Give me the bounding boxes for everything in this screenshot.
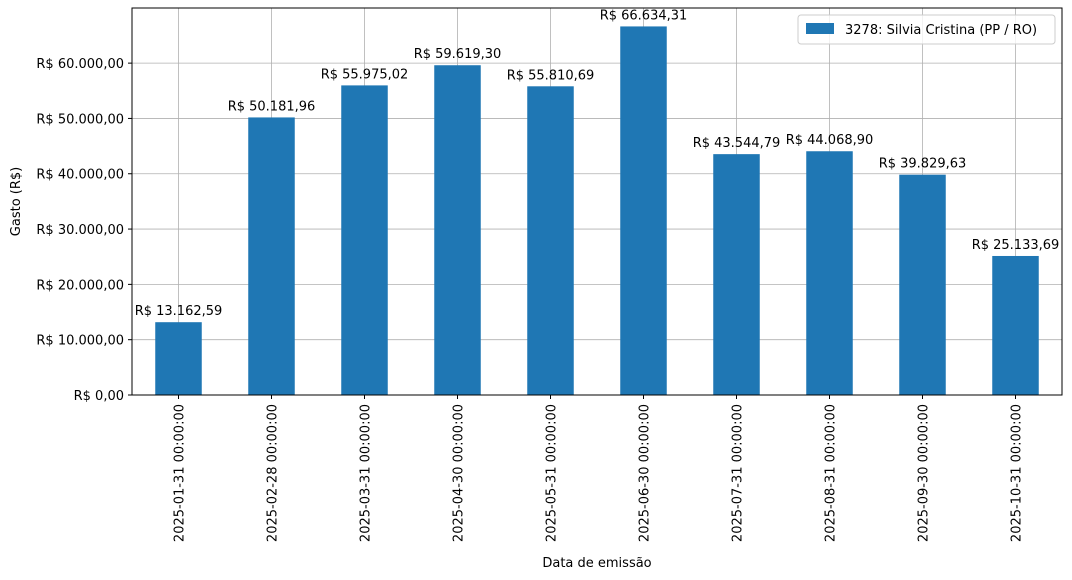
x-tick-label: 2025-04-30 00:00:00 bbox=[452, 404, 467, 542]
y-axis-ticks: R$ 0,00 R$ 10.000,00 R$ 20.000,00 R$ 30.000… bbox=[36, 57, 132, 404]
y-tick-label: R$ 60.000,00 bbox=[36, 57, 124, 72]
x-tick-label: 2025-08-31 00:00:00 bbox=[824, 404, 839, 542]
y-axis-title: Gasto (R$) bbox=[9, 167, 24, 236]
bar-data-label: R$ 55.975,02 bbox=[321, 67, 409, 82]
bar-data-label: R$ 66.634,31 bbox=[600, 8, 688, 23]
legend-label: 3278: Silvia Cristina (PP / RO) bbox=[845, 23, 1037, 38]
bar-data-label: R$ 13.162,59 bbox=[135, 304, 223, 319]
y-tick-label: R$ 30.000,00 bbox=[36, 223, 124, 238]
bar-data-label: R$ 25.133,69 bbox=[972, 238, 1060, 253]
bar bbox=[713, 154, 760, 395]
x-tick-label: 2025-07-31 00:00:00 bbox=[731, 404, 746, 542]
x-axis-ticks: 2025-01-31 00:00:00 2025-02-28 00:00:00 20… bbox=[173, 395, 1025, 542]
bar-data-label: R$ 39.829,63 bbox=[879, 157, 967, 172]
bar-data-label: R$ 59.619,30 bbox=[414, 47, 502, 62]
data-labels: R$ 13.162,59 R$ 50.181,96 R$ 55.975,02 R$ 5… bbox=[135, 8, 1060, 319]
x-axis-title: Data de emissão bbox=[542, 556, 651, 571]
bar bbox=[899, 174, 946, 395]
bar-data-label: R$ 44.068,90 bbox=[786, 133, 874, 148]
bars bbox=[155, 26, 1039, 396]
bar bbox=[620, 26, 667, 395]
legend-swatch bbox=[806, 23, 834, 34]
bar bbox=[434, 65, 481, 395]
bar-data-label: R$ 43.544,79 bbox=[693, 136, 781, 151]
bar bbox=[155, 322, 202, 395]
bar bbox=[806, 151, 853, 395]
bar bbox=[341, 85, 388, 395]
y-tick-label: R$ 0,00 bbox=[74, 389, 124, 404]
legend: 3278: Silvia Cristina (PP / RO) bbox=[797, 14, 1056, 45]
bar bbox=[527, 86, 574, 396]
y-tick-label: R$ 40.000,00 bbox=[36, 168, 124, 183]
x-tick-label: 2025-09-30 00:00:00 bbox=[917, 404, 932, 542]
bar bbox=[248, 117, 295, 395]
bar-data-label: R$ 50.181,96 bbox=[228, 99, 316, 114]
x-tick-label: 2025-05-31 00:00:00 bbox=[545, 404, 560, 542]
legend-box bbox=[797, 14, 1056, 45]
y-tick-label: R$ 10.000,00 bbox=[36, 334, 124, 349]
x-tick-label: 2025-02-28 00:00:00 bbox=[266, 404, 281, 542]
y-tick-label: R$ 20.000,00 bbox=[36, 278, 124, 293]
bar bbox=[992, 255, 1039, 395]
y-tick-label: R$ 50.000,00 bbox=[36, 112, 124, 127]
x-tick-label: 2025-06-30 00:00:00 bbox=[638, 404, 653, 542]
plot-frame bbox=[131, 7, 1063, 396]
bar-data-label: R$ 55.810,69 bbox=[507, 68, 595, 83]
x-tick-label: 2025-03-31 00:00:00 bbox=[359, 404, 374, 542]
x-tick-label: 2025-10-31 00:00:00 bbox=[1010, 404, 1025, 542]
x-tick-label: 2025-01-31 00:00:00 bbox=[173, 404, 188, 542]
